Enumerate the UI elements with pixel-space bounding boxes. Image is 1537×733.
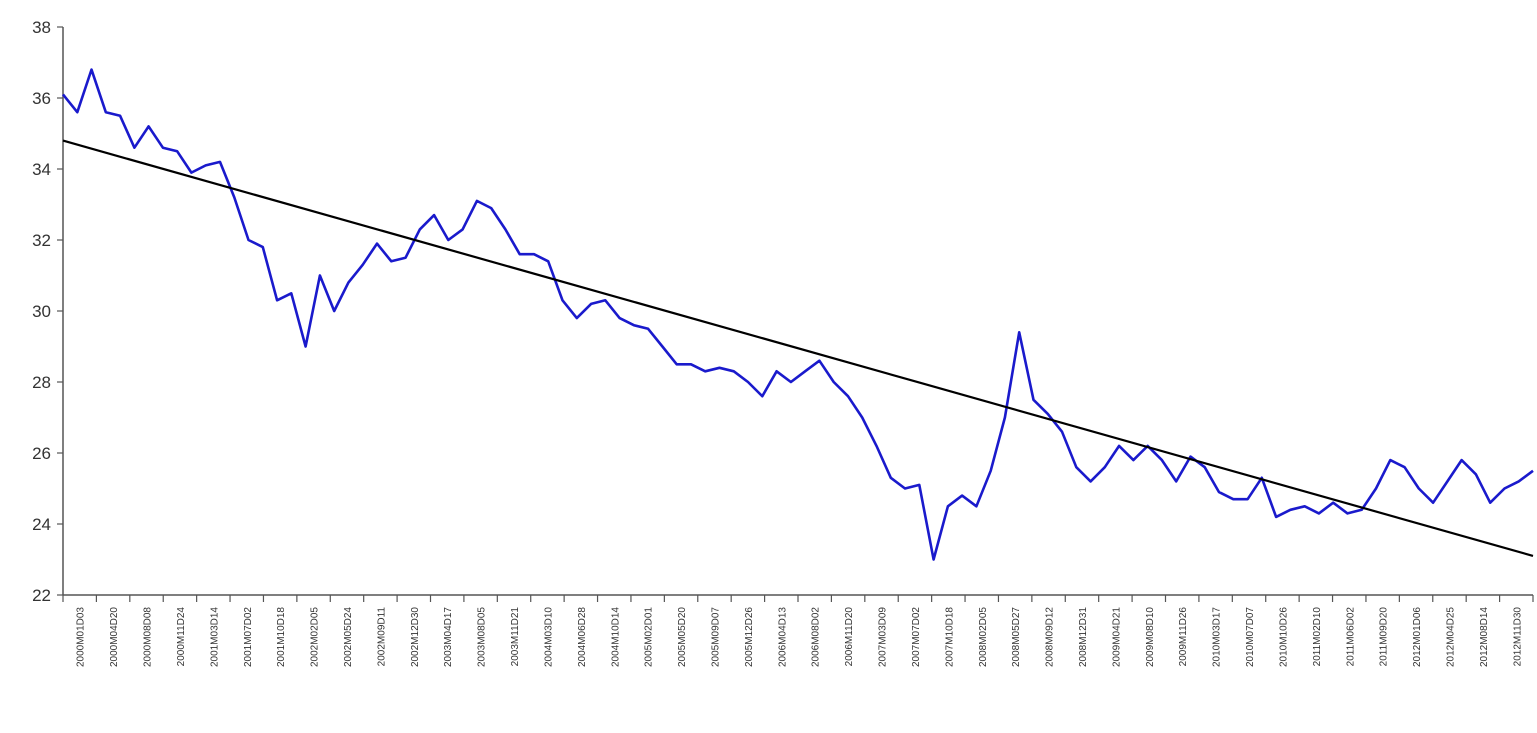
- x-tick-label: 2009M04D21: [1111, 607, 1122, 667]
- x-tick-label: 2007M07D02: [911, 607, 922, 667]
- x-tick-label: 2000M01D03: [76, 607, 87, 667]
- x-tick-label: 2002M12D30: [410, 607, 421, 667]
- x-tick-label: 2011M09D20: [1379, 607, 1390, 667]
- x-tick-label: 2002M05D24: [343, 607, 354, 667]
- x-tick-label: 2006M04D13: [777, 607, 788, 667]
- x-tick-label: 2012M08D14: [1479, 607, 1490, 667]
- x-tick-label: 2009M08D10: [1145, 607, 1156, 667]
- x-tick-label: 2004M03D10: [543, 607, 554, 667]
- y-tick-label: 28: [32, 373, 51, 392]
- y-tick-label: 24: [32, 515, 51, 534]
- x-tick-label: 2005M09D07: [710, 607, 721, 667]
- x-tick-label: 2004M10D14: [610, 607, 621, 667]
- y-tick-label: 22: [32, 586, 51, 605]
- x-tick-label: 2003M04D17: [443, 607, 454, 667]
- y-tick-label: 30: [32, 302, 51, 321]
- x-tick-label: 2002M02D05: [310, 607, 321, 667]
- x-tick-label: 2002M09D11: [376, 607, 387, 667]
- x-tick-label: 2008M09D12: [1045, 607, 1056, 667]
- x-axis: 2000M01D03 2000M04D20 2000M08D08 2000M11D24…: [62, 594, 1534, 667]
- x-tick-label: 2012M01D06: [1412, 607, 1423, 667]
- x-tick-label: 2007M10D18: [944, 607, 955, 667]
- x-tick-label: 2009M11D26: [1178, 607, 1189, 667]
- x-tick-label: 2010M07D07: [1245, 607, 1256, 667]
- y-tick-label: 32: [32, 231, 51, 250]
- series-line-price: [61, 68, 1534, 561]
- x-tick-label: 2001M03D14: [209, 607, 220, 667]
- x-tick-label: 2003M11D21: [510, 607, 521, 667]
- x-tick-label: 2000M11D24: [176, 607, 187, 667]
- x-tick-label: 2008M05D27: [1011, 607, 1022, 667]
- x-tick-label: 2008M12D31: [1078, 607, 1089, 667]
- y-tick-label: 38: [32, 18, 51, 37]
- y-tick-label: 26: [32, 444, 51, 463]
- x-tick-label: 2001M07D02: [243, 607, 254, 667]
- x-tick-label: 2005M12D26: [744, 607, 755, 667]
- x-tick-label: 2008M02D05: [978, 607, 989, 667]
- x-tick-label: 2010M10D26: [1278, 607, 1289, 667]
- y-tick-label: 36: [32, 89, 51, 108]
- x-tick-label: 2012M04D25: [1445, 607, 1456, 667]
- x-tick-label: 2005M05D20: [677, 607, 688, 667]
- x-tick-label: 2003M08D05: [477, 607, 488, 667]
- series-layer: [61, 68, 1534, 561]
- x-tick-label: 2006M11D20: [844, 607, 855, 667]
- y-tick-label: 34: [32, 160, 51, 179]
- x-tick-label: 2007M03D09: [878, 607, 889, 667]
- x-tick-label: 2011M02D10: [1312, 607, 1323, 667]
- series-line-trend: [62, 139, 1534, 557]
- x-tick-label: 2011M06D02: [1345, 607, 1356, 667]
- x-tick-label: 2001M10D18: [276, 607, 287, 667]
- x-tick-label: 2006M08D02: [811, 607, 822, 667]
- x-tick-label: 2010M03D17: [1212, 607, 1223, 667]
- x-tick-label: 2005M02D01: [644, 607, 655, 667]
- x-tick-label: 2004M06D28: [577, 607, 588, 667]
- x-tick-label: 2000M08D08: [143, 607, 154, 667]
- x-tick-label: 2000M04D20: [109, 607, 120, 667]
- y-axis: 22 24 26 28 30 32 34 36 38: [32, 18, 64, 605]
- x-tick-label: 2012M11D30: [1512, 607, 1523, 667]
